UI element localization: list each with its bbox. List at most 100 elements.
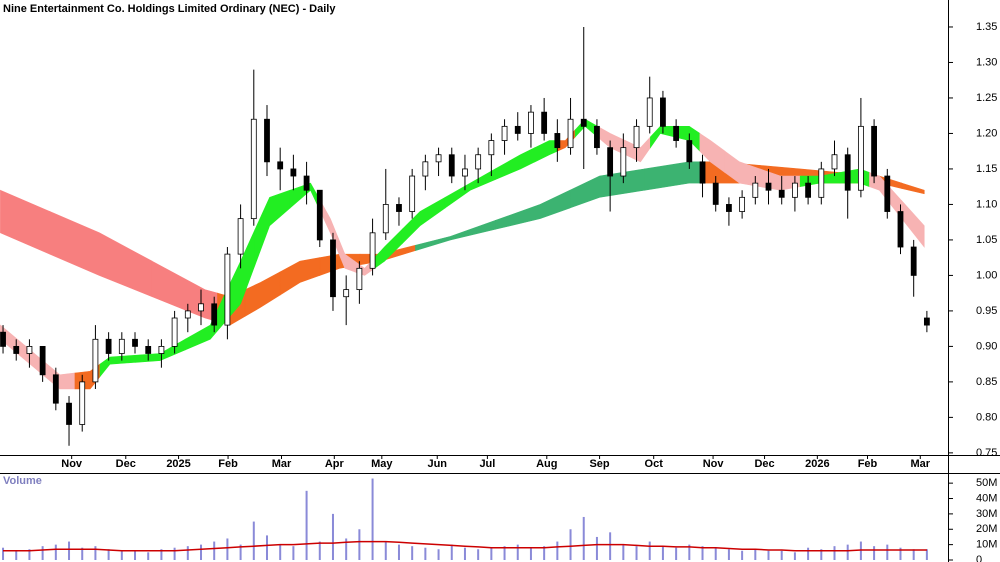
candle-body xyxy=(264,118,270,163)
volume-bar xyxy=(424,547,427,560)
volume-bar xyxy=(252,521,255,560)
x-tick-label: 2026 xyxy=(805,458,829,470)
volume-bar xyxy=(675,547,678,560)
candle-body xyxy=(554,133,561,149)
candle-body xyxy=(435,154,442,163)
volume-bar xyxy=(147,552,150,560)
candle-body xyxy=(594,125,600,149)
volume-bar xyxy=(873,546,876,560)
volume-bar xyxy=(2,547,5,560)
x-tick-label: Dec xyxy=(754,458,774,470)
y-tick-label: 40M xyxy=(976,492,997,504)
volume-bar xyxy=(754,549,757,560)
candle-body xyxy=(488,140,495,156)
candle-body xyxy=(607,147,614,177)
candle-body xyxy=(237,218,244,255)
candle-body xyxy=(871,125,877,177)
volume-bar xyxy=(661,546,664,560)
volume-bar xyxy=(200,544,203,560)
volume-bar xyxy=(81,547,84,560)
y-tick-label: 1.20 xyxy=(976,127,997,139)
volume-bar xyxy=(688,544,691,560)
candle-body xyxy=(528,111,534,134)
y-tick-label: 1.35 xyxy=(976,21,997,33)
candle-body xyxy=(923,317,930,326)
volume-bar xyxy=(912,549,915,560)
volume-bar xyxy=(173,547,176,560)
y-tick-label: 30M xyxy=(976,508,997,520)
x-tick-label: Nov xyxy=(61,458,83,470)
candle-body xyxy=(541,111,548,134)
volume-bar xyxy=(925,549,928,560)
candle-body xyxy=(831,154,838,170)
candle-body xyxy=(132,338,138,347)
volume-bar xyxy=(793,552,796,560)
candle-body xyxy=(514,125,521,134)
candle-body xyxy=(660,97,666,127)
candle-body xyxy=(726,204,732,212)
x-tick-label: 2025 xyxy=(166,458,190,470)
candle-body xyxy=(343,289,350,298)
volume-bar xyxy=(15,550,18,560)
candle-body xyxy=(52,374,59,404)
volume-bar xyxy=(226,538,229,560)
volume-bar xyxy=(68,541,71,560)
candle-body xyxy=(369,232,376,269)
candle-body xyxy=(171,317,178,347)
candle-body xyxy=(580,118,587,127)
candle-body xyxy=(633,125,640,149)
candle-body xyxy=(686,140,693,163)
candle-body xyxy=(250,118,257,220)
volume-bar xyxy=(107,549,110,560)
volume-bar xyxy=(767,550,770,560)
volume-bar xyxy=(648,541,651,560)
candle-body xyxy=(316,189,323,241)
x-tick-label: Feb xyxy=(858,458,878,470)
candle-body xyxy=(475,154,482,170)
candle-body xyxy=(620,147,627,177)
candle-body xyxy=(897,211,904,248)
y-tick-label: 1.25 xyxy=(976,92,997,104)
candle-body xyxy=(0,331,6,347)
volume-bar xyxy=(569,529,572,560)
volume-bar xyxy=(371,478,374,560)
volume-bar xyxy=(331,513,334,560)
candle-body xyxy=(224,253,231,326)
volume-bar xyxy=(609,532,612,560)
volume-average xyxy=(3,540,927,552)
chart-title: Nine Entertainment Co. Holdings Limited … xyxy=(3,3,336,15)
volume-bar xyxy=(345,538,348,560)
volume-bar xyxy=(622,544,625,560)
candle-body xyxy=(448,154,455,177)
volume-bar xyxy=(384,541,387,560)
volume-bar xyxy=(41,546,44,560)
candle-body xyxy=(409,175,416,212)
candle-body xyxy=(198,303,204,312)
y-tick-label: 0.80 xyxy=(976,411,997,423)
x-tick-label: Jun xyxy=(427,458,447,470)
candle-body xyxy=(462,168,468,177)
candle-body xyxy=(646,97,653,127)
volume-bar xyxy=(516,544,519,560)
y-tick-label: 20M xyxy=(976,523,997,535)
volume-panel: 0 10M 20M 30M 40M 50M xyxy=(2,477,997,562)
candle-body xyxy=(277,161,284,170)
candle-body xyxy=(382,204,389,234)
volume-bar xyxy=(292,546,295,560)
candle-body xyxy=(145,345,152,354)
volume-bar xyxy=(556,541,559,560)
volume-bar xyxy=(503,546,506,560)
candle-body xyxy=(778,189,785,198)
volume-bar xyxy=(358,529,361,560)
volume-bar xyxy=(397,544,400,560)
candle-body xyxy=(712,182,719,205)
y-tick-label: 0.90 xyxy=(976,340,997,352)
volume-bar xyxy=(741,550,744,560)
candle-body xyxy=(673,125,680,141)
candle-body xyxy=(13,345,20,354)
candle-body xyxy=(765,182,772,191)
candle-body xyxy=(699,161,706,184)
volume-bar xyxy=(463,547,466,560)
volume-bar xyxy=(318,541,321,560)
